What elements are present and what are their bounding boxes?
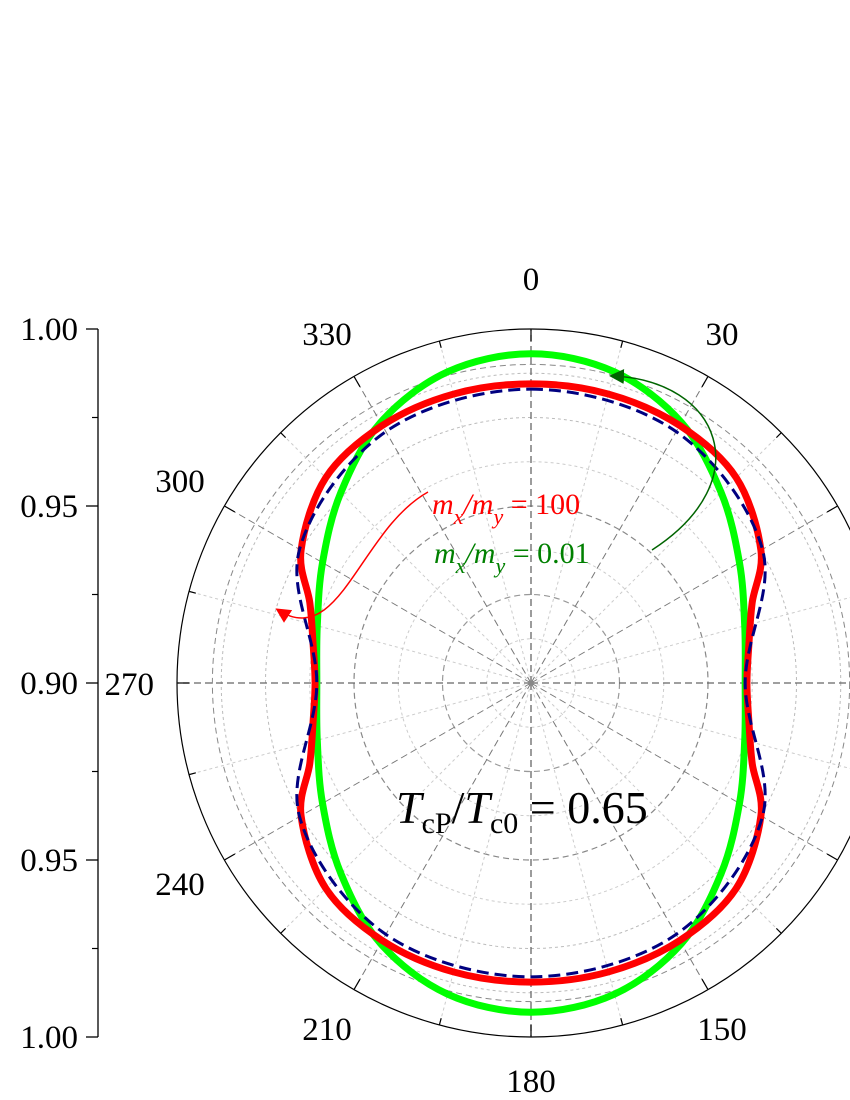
angular-tick <box>701 978 709 990</box>
angular-tick <box>280 927 287 934</box>
grid-spoke <box>224 505 532 684</box>
grid-spoke <box>438 340 532 684</box>
series-layer <box>295 350 767 1016</box>
grid-spoke <box>530 597 850 684</box>
series-green-line <box>313 350 749 1016</box>
angular-tick <box>775 927 782 934</box>
angular-tick <box>353 978 361 990</box>
angular-tick <box>438 340 442 348</box>
angular-tick <box>224 853 236 861</box>
radial-axis: 1.00 0.95 0.90 0.95 1.00 <box>20 312 99 1056</box>
angle-label-240: 240 <box>155 867 205 903</box>
radial-tick-label: 0.95 <box>20 489 78 525</box>
radial-tick-label: 0.90 <box>20 666 78 702</box>
grid-spoke <box>530 432 782 684</box>
temperature-ratio-annotation: TcP/Tc0 = 0.65 <box>396 782 648 840</box>
grid-spoke <box>224 682 532 861</box>
grid-spoke <box>280 432 532 684</box>
grid-spoke <box>530 340 624 684</box>
angle-label-210: 210 <box>302 1012 352 1048</box>
grid-spoke <box>353 376 532 684</box>
grid-spoke <box>530 376 709 684</box>
grid-spoke <box>530 505 838 684</box>
angular-tick <box>826 853 838 861</box>
angular-tick <box>620 340 624 348</box>
green-series-annotation: mx/my = 0.01 <box>434 537 590 578</box>
angular-tick <box>353 376 361 388</box>
angular-tick <box>701 376 709 388</box>
grid-spoke <box>188 682 532 776</box>
angle-label-30: 30 <box>706 317 739 353</box>
grid-spoke <box>353 682 532 990</box>
radial-tick-label: 0.95 <box>20 843 78 879</box>
green-annotation-arrow <box>609 368 717 551</box>
grid-spoke <box>530 682 838 861</box>
angle-label-270: 270 <box>105 667 155 703</box>
series-red-line <box>297 380 765 986</box>
angular-tick <box>620 1018 624 1026</box>
angle-label-150: 150 <box>697 1012 747 1048</box>
angle-label-300: 300 <box>155 464 205 500</box>
red-series-annotation: mx/my = 100 <box>432 488 580 529</box>
grid-spoke <box>188 590 532 684</box>
grid-spoke <box>280 682 532 934</box>
grid-spoke <box>530 682 624 1026</box>
polar-grid <box>176 328 850 1038</box>
angular-tick <box>775 432 782 439</box>
angular-tick <box>438 1018 442 1026</box>
grid-spoke <box>530 682 782 934</box>
grid-spoke <box>530 682 850 769</box>
grid-spoke <box>438 682 532 1026</box>
angle-label-330: 330 <box>302 317 352 353</box>
series-navy-line <box>295 387 767 979</box>
angle-label-0: 0 <box>523 262 540 298</box>
angular-tick <box>188 772 196 776</box>
radial-tick-label: 1.00 <box>20 1020 78 1056</box>
angular-tick <box>188 590 196 594</box>
angle-label-180: 180 <box>506 1064 556 1100</box>
grid-spoke <box>530 682 709 990</box>
angular-tick <box>280 432 287 439</box>
angular-tick <box>826 505 838 513</box>
angular-tick <box>224 505 236 513</box>
radial-tick-label: 1.00 <box>20 312 78 348</box>
red-annotation-arrow <box>275 491 429 623</box>
center-point <box>528 680 534 686</box>
angular-tick-labels: 0 30 150 180 210 240 270 300 330 <box>105 262 747 1100</box>
